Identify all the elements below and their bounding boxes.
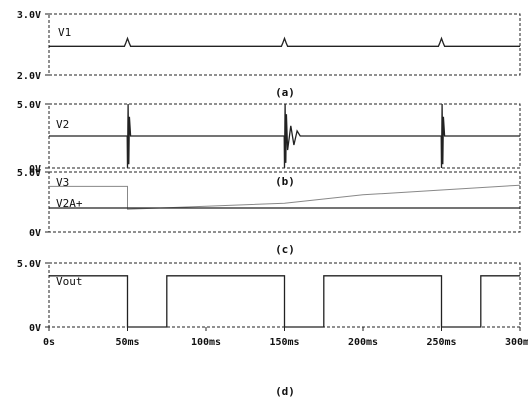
x-tick-label: 50ms bbox=[115, 337, 139, 348]
y-tick-label-d: 5.0V bbox=[17, 259, 41, 270]
y-tick-label-c: 0V bbox=[29, 228, 41, 239]
x-tick-label: 150ms bbox=[269, 337, 299, 348]
panel-caption-c: (c) bbox=[275, 243, 295, 256]
series-label: V3 bbox=[56, 176, 69, 189]
x-tick-label: 300ms bbox=[505, 337, 528, 348]
y-tick-label-b: 5.0V bbox=[17, 100, 41, 111]
series-label: V2 bbox=[56, 118, 69, 131]
series-line-v2 bbox=[49, 103, 520, 169]
series-label: V2A+ bbox=[56, 197, 83, 210]
x-tick-label: 0s bbox=[43, 337, 55, 348]
series-line-v3 bbox=[49, 184, 521, 210]
y-tick-label-a: 3.0V bbox=[17, 10, 41, 21]
plot-frame-a bbox=[48, 13, 521, 76]
series-line-vout bbox=[49, 275, 520, 328]
series-line-v1 bbox=[49, 36, 520, 47]
y-tick-label-a: 2.0V bbox=[17, 71, 41, 82]
panel-caption-b: (b) bbox=[275, 175, 295, 188]
series-label: Vout bbox=[56, 275, 83, 288]
panel-caption-d: (d) bbox=[275, 385, 295, 398]
y-tick-label-b: 0V bbox=[29, 164, 41, 175]
x-tick-label: 250ms bbox=[426, 337, 456, 348]
plot-frame-c bbox=[48, 171, 521, 233]
y-tick-label-c: 5.0V bbox=[17, 168, 41, 179]
series-label: V1 bbox=[58, 26, 71, 39]
panel-caption-a: (a) bbox=[275, 86, 295, 99]
x-tick-label: 200ms bbox=[348, 337, 378, 348]
y-tick-label-d: 0V bbox=[29, 323, 41, 334]
x-tick-label: 100ms bbox=[191, 337, 221, 348]
